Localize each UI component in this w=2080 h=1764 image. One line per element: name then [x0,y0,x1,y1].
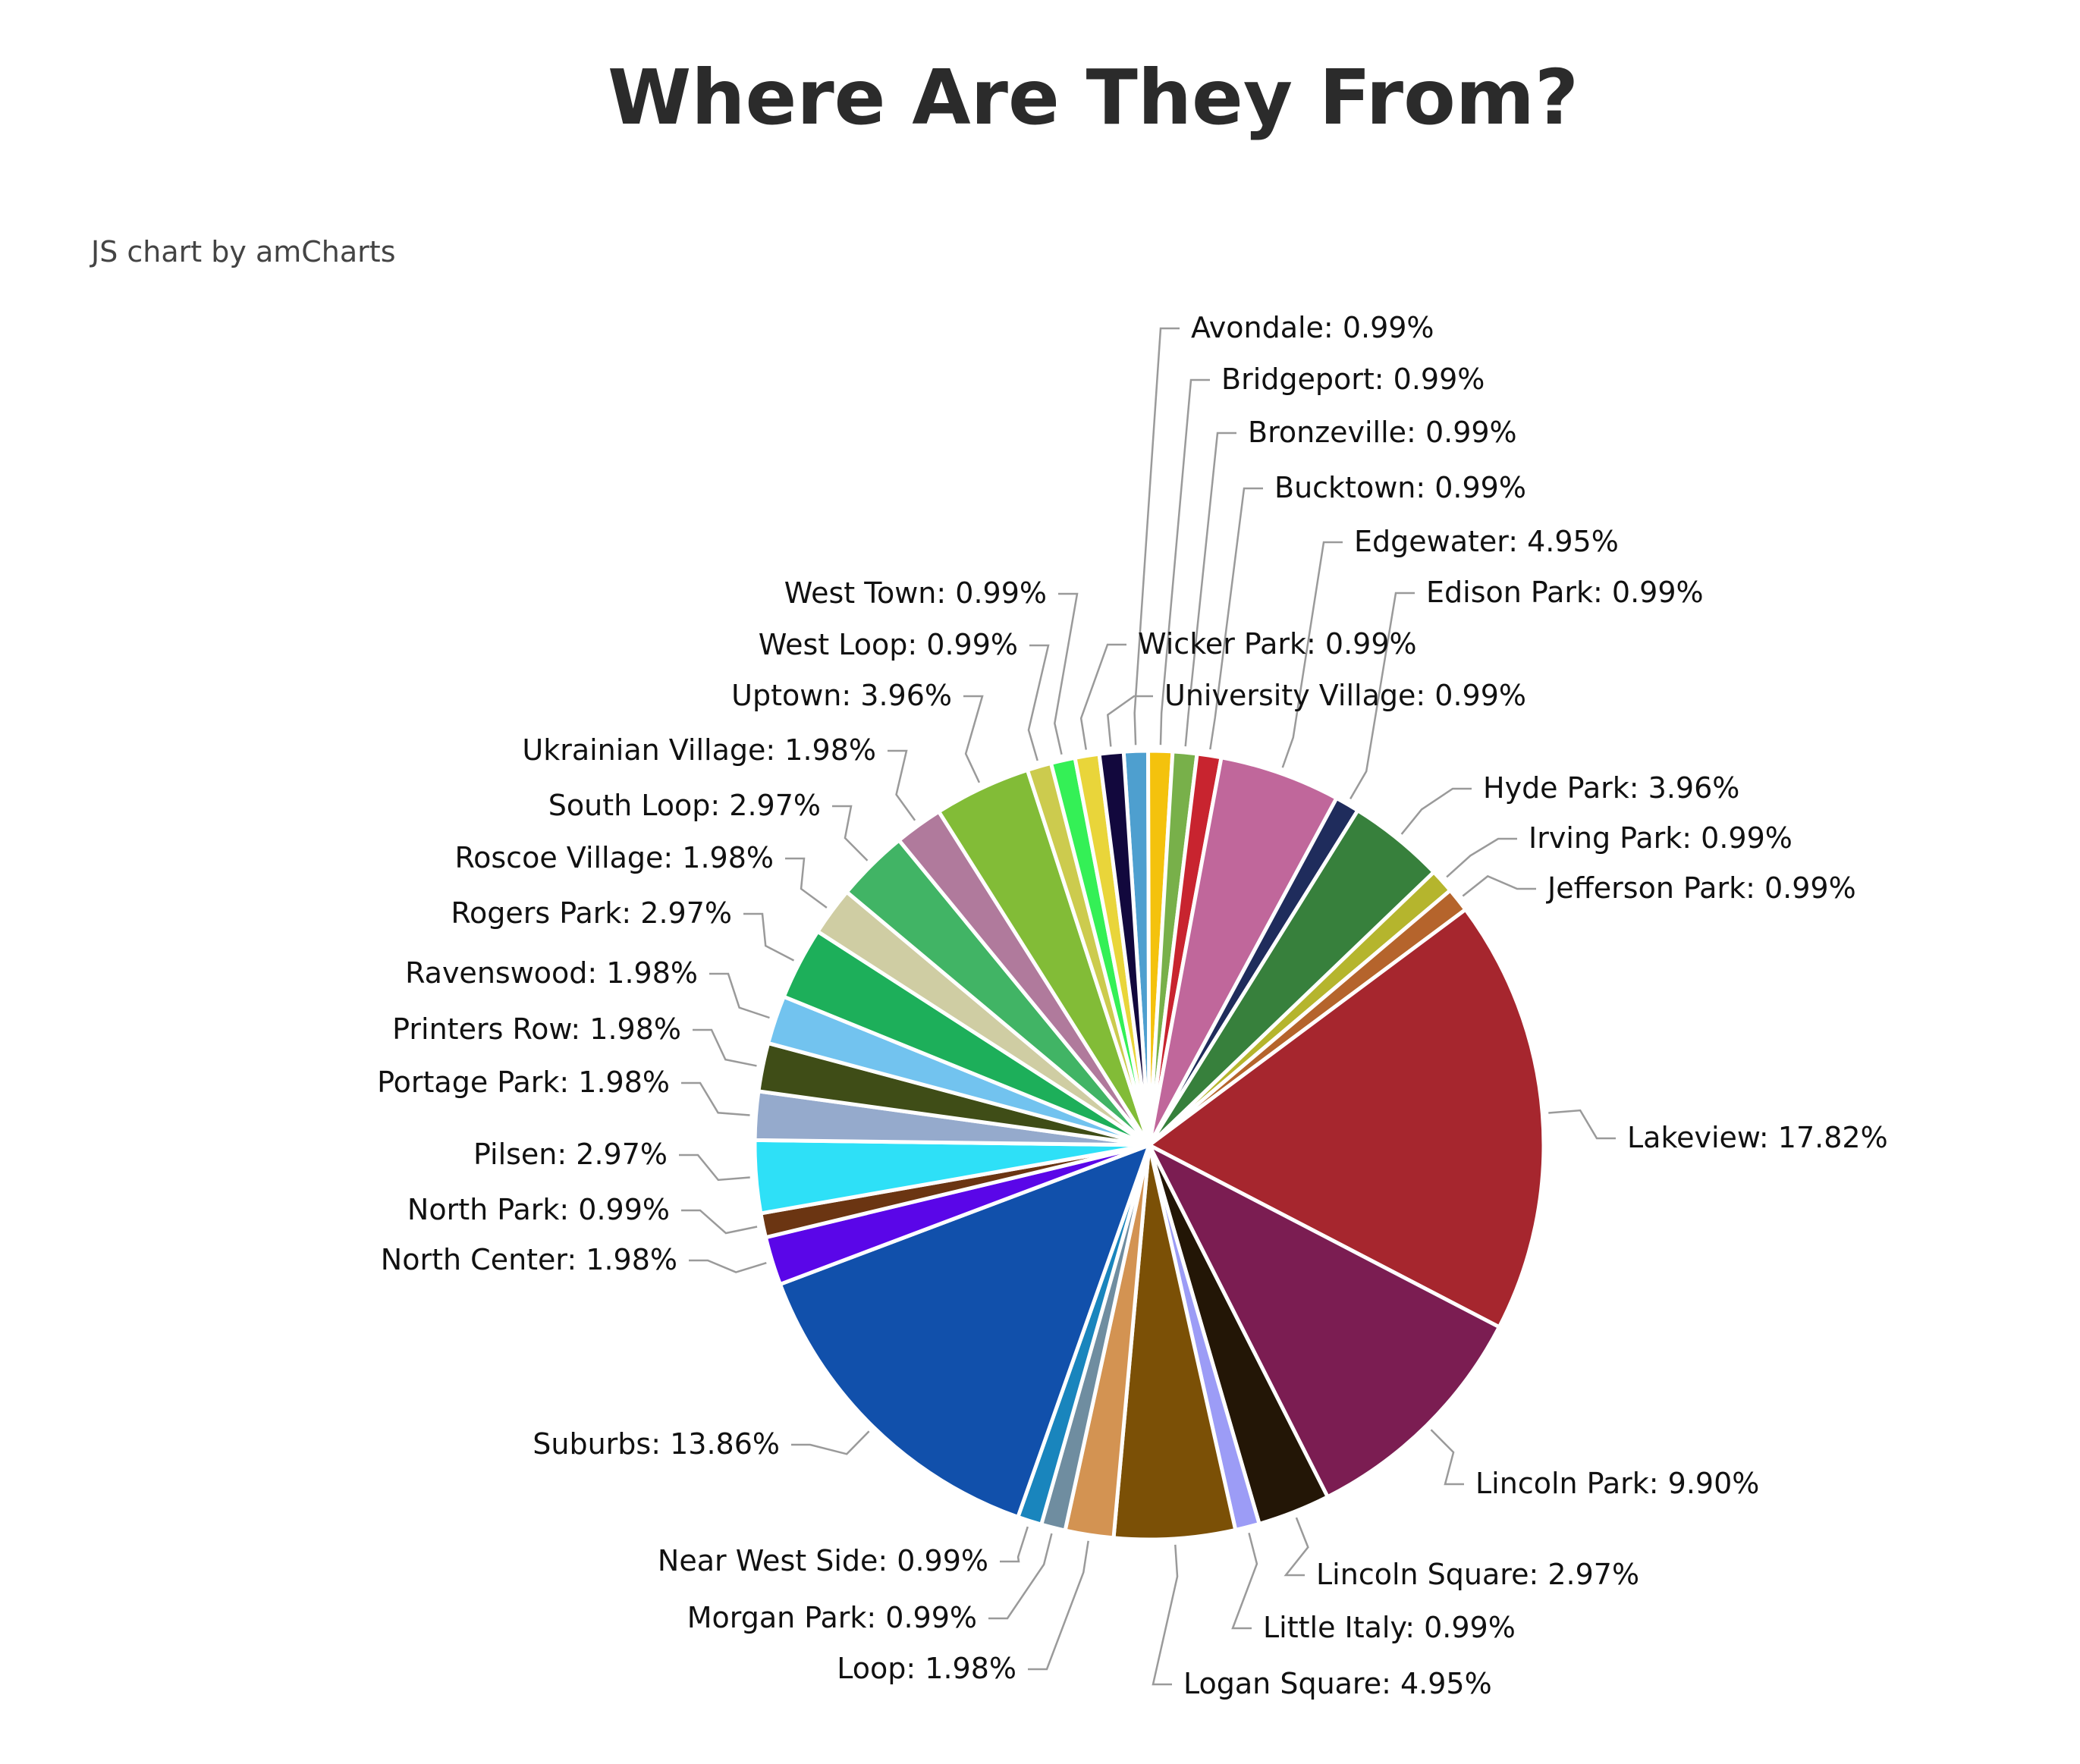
pie-slices [753,749,1546,1542]
slice-label-bronzeville: Bronzeville: 0.99% [1248,416,1517,449]
leader-line-roscoe-village [785,857,828,909]
slice-label-ukrainian-village: Ukrainian Village: 1.98% [522,733,876,767]
leader-line-pilsen [679,1154,750,1182]
slice-label-pilsen: Pilsen: 2.97% [473,1138,668,1171]
slice-label-west-town: West Town: 0.99% [784,576,1047,610]
leader-line-avondale [1133,327,1180,745]
leader-line-west-loop [1027,644,1050,761]
leader-line-rogers-park [743,912,795,962]
leader-line-jefferson-park [1462,874,1536,897]
slice-label-hyde-park: Hyde Park: 3.96% [1483,771,1739,805]
slice-label-lincoln-park: Lincoln Park: 9.90% [1475,1467,1759,1500]
slice-label-loop: Loop: 1.98% [837,1652,1016,1685]
slice-label-rogers-park: Rogers Park: 2.97% [451,896,732,930]
amcharts-credit-link[interactable]: JS chart by amCharts [91,235,396,268]
leader-line-bucktown [1209,487,1263,750]
leader-line-wicker-park [1079,643,1126,750]
slice-label-printers-row: Printers Row: 1.98% [392,1012,681,1046]
chart-title: Where Are They From? [608,53,1579,142]
slice-label-near-west-side: Near West Side: 0.99% [658,1544,988,1577]
pie-slice-lincoln-park[interactable] [1145,1141,1502,1500]
leader-line-west-town [1054,592,1079,755]
slice-label-edgewater: Edgewater: 4.95% [1354,525,1619,558]
pie-slice-edgewater[interactable] [1147,755,1340,1147]
slice-label-lakeview: Lakeview: 17.82% [1627,1121,1888,1154]
slice-label-lincoln-square: Lincoln Square: 2.97% [1316,1558,1639,1591]
slice-label-irving-park: Irving Park: 0.99% [1529,821,1793,855]
slice-label-bridgeport: Bridgeport: 0.99% [1221,363,1485,396]
leader-line-lincoln-park [1430,1429,1464,1486]
slice-label-logan-square: Logan Square: 4.95% [1183,1667,1492,1700]
leader-line-suburbs [791,1430,870,1455]
leader-line-printers-row [693,1028,757,1067]
leader-line-logan-square [1152,1544,1179,1686]
leader-line-lakeview [1548,1109,1616,1140]
leader-line-morgan-park [988,1533,1053,1620]
slice-label-north-park: North Park: 0.99% [407,1193,670,1226]
leader-line-north-center [689,1259,767,1273]
slice-label-uptown: Uptown: 3.96% [731,679,952,712]
leader-line-edison-park [1349,592,1415,799]
leader-line-hyde-park [1400,787,1472,835]
slice-label-wicker-park: Wicker Park: 0.99% [1138,627,1417,661]
leader-line-university-village [1106,695,1153,747]
leader-line-uptown [963,695,984,783]
leader-line-north-park [681,1209,758,1235]
leader-line-little-italy [1231,1533,1258,1630]
slice-label-west-loop: West Loop: 0.99% [759,628,1018,661]
pie-slice-university-village[interactable] [1097,749,1152,1146]
leader-line-bridgeport [1159,378,1210,745]
leader-line-irving-park [1446,837,1517,878]
label-leader-lines [679,327,1616,1686]
leader-line-south-loop [832,805,869,862]
slice-label-ravenswood: Ravenswood: 1.98% [405,956,698,990]
slice-label-little-italy: Little Italy: 0.99% [1263,1611,1516,1644]
slice-labels: Avondale: 0.99% Bridgeport: 0.99% Bronzevi… [377,311,1888,1700]
slice-label-edison-park: Edison Park: 0.99% [1426,576,1704,609]
slice-label-university-village: University Village: 0.99% [1164,679,1526,712]
pie-slice-logan-square[interactable] [1111,1144,1238,1542]
slice-label-avondale: Avondale: 0.99% [1191,311,1434,344]
leader-line-loop [1028,1540,1089,1671]
slice-label-morgan-park: Morgan Park: 0.99% [687,1601,977,1634]
leader-line-near-west-side [1000,1526,1029,1563]
leader-line-ukrainian-village [888,749,916,821]
slice-label-roscoe-village: Roscoe Village: 1.98% [454,841,774,874]
leader-line-bronzeville [1184,432,1236,747]
pie-slice-suburbs[interactable] [778,1141,1153,1520]
slice-label-bucktown: Bucktown: 0.99% [1274,471,1526,504]
leader-line-ravenswood [709,972,770,1019]
leader-line-portage-park [681,1081,750,1116]
leader-line-edgewater [1281,541,1343,768]
slice-label-north-center: North Center: 1.98% [381,1243,677,1276]
slice-label-jefferson-park: Jefferson Park: 0.99% [1546,871,1856,905]
pie-slice-lakeview[interactable] [1145,906,1546,1330]
slice-label-suburbs: Suburbs: 13.86% [533,1427,780,1461]
slice-label-portage-park: Portage Park: 1.98% [377,1066,670,1099]
leader-line-lincoln-square [1284,1517,1309,1577]
slice-label-south-loop: South Loop: 2.97% [548,789,821,822]
